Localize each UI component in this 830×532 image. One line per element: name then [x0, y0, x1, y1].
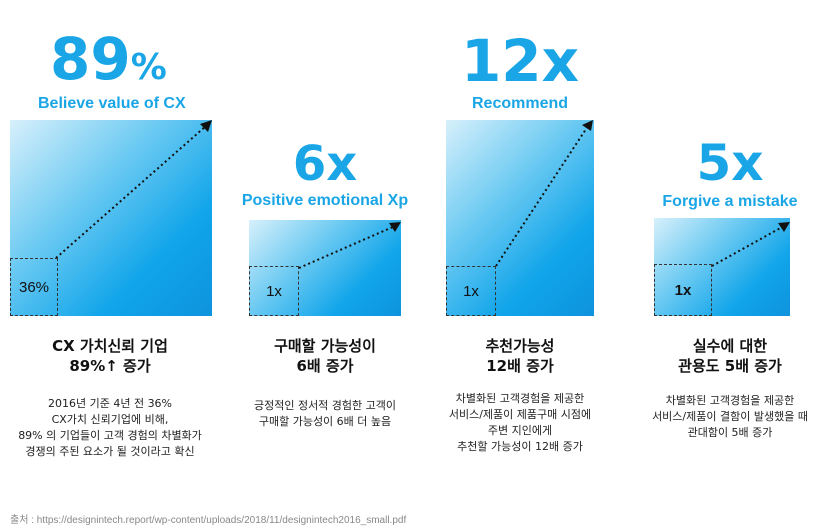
stat-column-cx-value: 89% Believe value of CX 36% CX 가치신뢰 기업 8…: [10, 0, 212, 470]
growth-arrow: [495, 120, 593, 267]
column-heading: 구매할 가능성이 6배 증가: [274, 337, 376, 375]
stat-column-emotional: 6x Positive emotional Xp 1x 구매할 가능성이 6배 …: [235, 0, 415, 470]
column-description: 긍정적인 정서적 경험한 고객이 구매할 가능성이 6배 더 높음: [253, 399, 397, 428]
stat-caption: Positive emotional Xp: [241, 192, 409, 209]
source-footer: 출처 : https://designintech.report/wp-cont…: [10, 515, 407, 526]
gradient-box: 1x: [446, 120, 594, 316]
percent-sign: %: [130, 47, 167, 88]
growth-arrow: [711, 222, 790, 267]
gradient-box: 1x: [249, 220, 401, 316]
gradient-box: 36%: [10, 120, 212, 316]
big-stat: 6x: [292, 136, 358, 192]
stat-caption: Recommend: [471, 95, 569, 112]
column-description: 차별화된 고객경험을 제공한 서비스/제품이 결함이 발생했을 때 관대함이 5…: [652, 394, 808, 439]
big-stat: 5x: [696, 134, 764, 192]
baseline-box: 1x: [446, 266, 496, 316]
column-heading: 추천가능성 12배 증가: [485, 337, 555, 375]
growth-arrow: [298, 222, 401, 269]
stat-column-forgive: 5x Forgive a mistake 1x 실수에 대한 관용도 5배 증가…: [640, 0, 820, 470]
big-stat: 89%: [50, 25, 167, 93]
stat-column-recommend: 12x Recommend 1x 추천가능성 12배 증가 차별화된 고객경험을…: [430, 0, 610, 470]
stat-caption: Forgive a mistake: [662, 193, 798, 210]
column-description: 2016년 기준 4년 전 36% CX가치 신뢰기업에 비해, 89% 의 기…: [18, 397, 202, 458]
column-heading: 실수에 대한 관용도 5배 증가: [678, 337, 782, 375]
gradient-box: 1x: [654, 218, 790, 316]
big-stat: 12x: [460, 27, 580, 95]
stat-caption: Believe value of CX: [38, 95, 186, 112]
baseline-box: 1x: [249, 266, 299, 316]
column-description: 차별화된 고객경험을 제공한 서비스/제품이 제품구매 시점에 주변 지인에게 …: [448, 392, 592, 453]
growth-arrow: [55, 120, 212, 259]
baseline-box: 1x: [654, 264, 712, 316]
column-heading: CX 가치신뢰 기업 89%↑ 증가: [52, 337, 168, 375]
baseline-box: 36%: [10, 258, 58, 316]
